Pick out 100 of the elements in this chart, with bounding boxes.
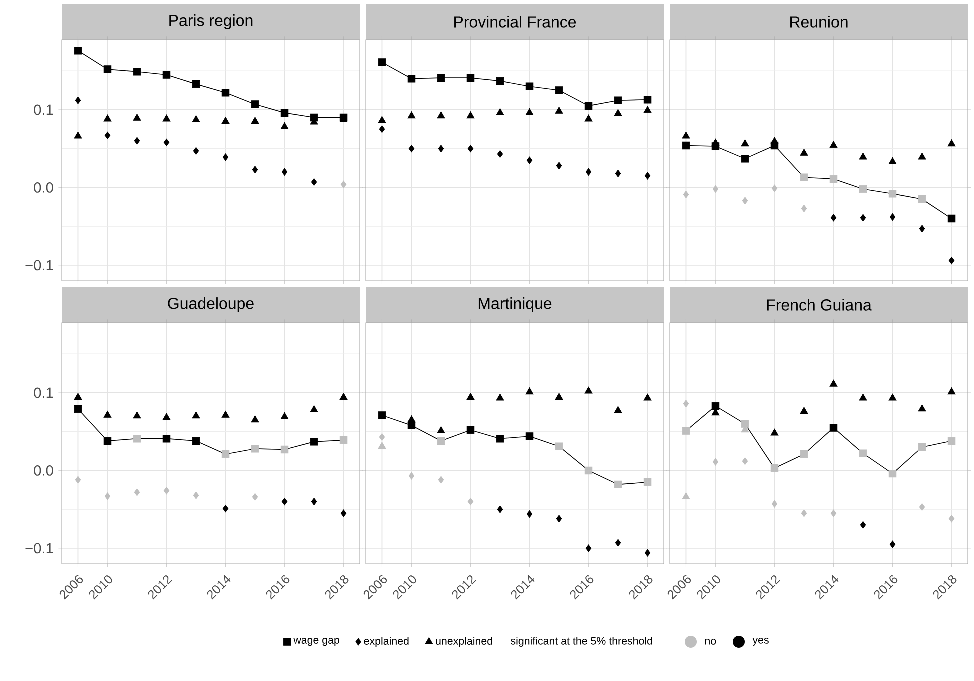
point	[918, 404, 926, 412]
point	[948, 515, 955, 523]
point	[801, 510, 808, 518]
point	[280, 122, 289, 130]
point	[830, 141, 838, 148]
point	[222, 410, 230, 418]
point	[192, 80, 200, 88]
point	[310, 406, 318, 412]
point	[614, 109, 622, 116]
point	[164, 487, 170, 495]
point	[133, 412, 142, 419]
point	[379, 126, 386, 134]
point	[222, 154, 229, 162]
legend-label: wage gap	[294, 638, 340, 646]
legend-label: explained	[364, 637, 409, 648]
point	[614, 406, 622, 414]
point	[378, 116, 386, 124]
point	[104, 114, 112, 122]
point	[496, 77, 504, 86]
y-tick-label: 0.0	[34, 466, 54, 476]
point	[162, 413, 171, 420]
point	[770, 428, 779, 436]
point	[888, 394, 897, 401]
point	[466, 112, 475, 119]
text: no	[705, 639, 716, 645]
point	[340, 180, 347, 188]
point	[770, 464, 779, 472]
point	[192, 116, 200, 122]
point	[555, 86, 564, 94]
point	[526, 510, 533, 518]
point	[104, 132, 111, 140]
point	[644, 394, 652, 401]
text: yes	[752, 638, 769, 646]
point	[252, 166, 258, 174]
point	[859, 450, 868, 458]
point	[104, 66, 112, 74]
point	[104, 492, 111, 500]
point	[251, 117, 260, 124]
point	[164, 138, 170, 146]
point	[251, 416, 260, 423]
point	[800, 148, 808, 156]
point	[222, 117, 230, 124]
point	[918, 152, 926, 160]
point	[555, 393, 564, 400]
point	[437, 437, 446, 446]
point	[437, 112, 446, 119]
point	[644, 172, 651, 180]
point	[586, 168, 592, 176]
point	[75, 476, 82, 484]
point	[741, 420, 750, 428]
point	[280, 412, 289, 420]
point	[466, 74, 475, 82]
point	[683, 400, 690, 408]
point	[251, 100, 260, 108]
point	[584, 102, 593, 110]
point	[644, 96, 652, 104]
point	[888, 158, 897, 164]
point	[311, 178, 318, 186]
point	[408, 416, 416, 423]
point	[682, 427, 690, 435]
point	[252, 493, 258, 501]
point	[584, 114, 593, 122]
point	[526, 156, 533, 164]
point	[75, 96, 82, 104]
point	[496, 108, 504, 116]
point	[74, 47, 82, 55]
point	[280, 109, 289, 117]
point	[859, 394, 868, 401]
point	[584, 466, 593, 475]
point	[741, 140, 750, 147]
point	[830, 510, 837, 518]
point	[644, 106, 652, 114]
point	[742, 458, 748, 466]
point	[712, 458, 719, 466]
point	[193, 492, 200, 500]
point	[192, 412, 200, 419]
chart-title: French Guiana	[767, 299, 872, 311]
y-tick-label: 0.0	[34, 182, 54, 193]
point	[468, 145, 474, 153]
point	[222, 88, 230, 97]
point	[948, 388, 956, 395]
point	[340, 393, 348, 400]
point	[162, 114, 171, 122]
point	[614, 480, 622, 489]
point	[497, 150, 504, 158]
point	[614, 96, 622, 105]
point	[526, 108, 534, 116]
point	[644, 549, 651, 557]
point	[133, 68, 142, 76]
point	[437, 74, 446, 82]
point	[104, 410, 112, 418]
point	[615, 170, 622, 178]
chart-title: Reunion	[790, 16, 848, 28]
point	[919, 504, 926, 511]
point	[74, 132, 82, 139]
point	[770, 137, 779, 144]
point	[712, 138, 720, 146]
point	[644, 478, 652, 486]
point	[888, 470, 897, 478]
chart-title: Martinique	[478, 298, 552, 312]
